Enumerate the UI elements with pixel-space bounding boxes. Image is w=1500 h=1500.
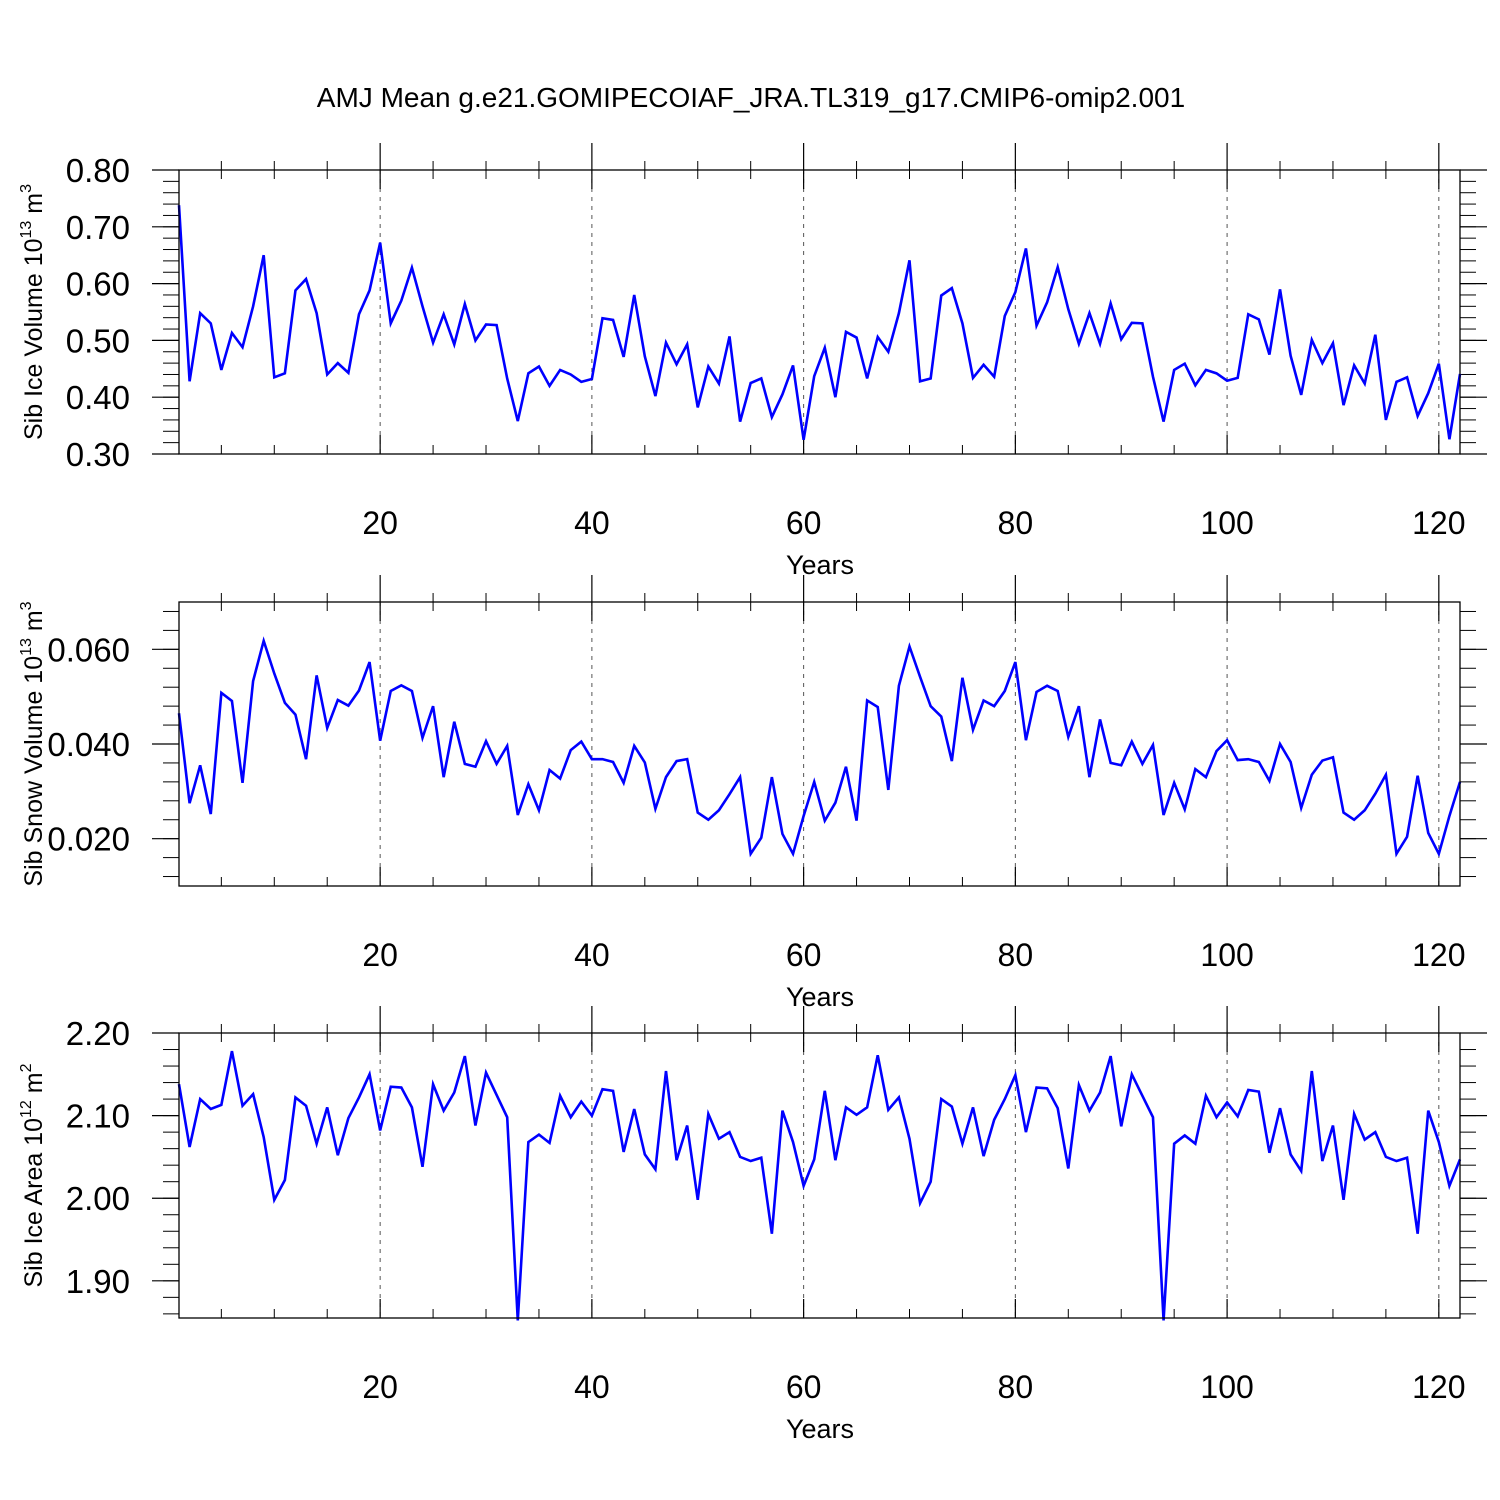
plot-frame	[178, 1032, 1461, 1319]
x-tick-label: 60	[786, 1369, 822, 1405]
y-axis-label: Sib Ice Volume 1013 m3	[18, 184, 48, 440]
y-axis-label-unit-power: 3	[18, 184, 35, 193]
x-tick-label: 20	[362, 937, 398, 973]
y-tick-label: 1.90	[66, 1263, 130, 1300]
y-axis-label-text: Sib Snow Volume 10	[20, 656, 48, 887]
figure-title: AMJ Mean g.e21.GOMIPECOIAF_JRA.TL319_g17…	[317, 82, 1185, 113]
y-axis-label: Sib Ice Area 1012 m2	[18, 1063, 48, 1287]
x-tick-label: 100	[1200, 937, 1253, 973]
x-tick-label: 20	[362, 1369, 398, 1405]
x-tick-label: 100	[1200, 505, 1253, 541]
data-line-sib-ice-volume	[177, 205, 1462, 441]
y-axis-label-unit: m	[20, 1072, 48, 1100]
y-tick-label: 2.00	[66, 1180, 130, 1217]
x-axis-label: Years	[786, 1414, 854, 1444]
x-tick-label: 100	[1200, 1369, 1253, 1405]
y-axis-label-exponent: 13	[18, 638, 35, 656]
y-tick-label: 2.20	[66, 1015, 130, 1052]
plot-frame	[178, 169, 1461, 455]
y-axis-label-text: Sib Ice Area 10	[20, 1118, 48, 1288]
y-axis-label-unit: m	[20, 193, 48, 221]
y-tick-label: 0.30	[66, 436, 130, 473]
plot-frame	[178, 601, 1461, 887]
data-line-sib-snow-volume	[177, 636, 1462, 858]
y-tick-label: 2.10	[66, 1098, 130, 1135]
x-tick-label: 40	[574, 937, 610, 973]
x-tick-label: 60	[786, 505, 822, 541]
chart-panel-3: 20 40 60 80 100 120 1.90 2.00 2.10 2.20 Years Sib I…	[18, 1006, 1487, 1444]
y-tick-label: 0.80	[66, 152, 130, 189]
y-tick-label: 0.40	[66, 379, 130, 416]
y-tick-label: 0.70	[66, 209, 130, 246]
y-tick-label: 0.060	[47, 631, 130, 668]
x-tick-label: 80	[998, 937, 1034, 973]
x-tick-label: 80	[998, 505, 1034, 541]
y-axis-label-unit: m	[20, 610, 48, 638]
y-tick-label: 0.50	[66, 322, 130, 359]
x-axis-label: Years	[786, 982, 854, 1012]
chart-panel-1: 20 40 60 80 100 120 0.30 0.40 0.50 0.60 0.70 0.80 Ye…	[18, 143, 1487, 580]
x-tick-label: 60	[786, 937, 822, 973]
y-axis-label-exponent: 13	[18, 221, 35, 239]
y-tick-label: 0.040	[47, 726, 130, 763]
data-line-sib-ice-area	[177, 1050, 1462, 1321]
x-axis-label: Years	[786, 550, 854, 580]
y-axis-label-text: Sib Ice Volume 10	[20, 238, 48, 440]
y-axis-label-unit-power: 3	[18, 601, 35, 610]
x-tick-label: 40	[574, 505, 610, 541]
y-axis-label: Sib Snow Volume 1013 m3	[18, 601, 48, 886]
x-tick-label: 120	[1412, 1369, 1465, 1405]
x-tick-label: 120	[1412, 505, 1465, 541]
x-tick-label: 20	[362, 505, 398, 541]
x-tick-label: 80	[998, 1369, 1034, 1405]
y-axis-label-unit-power: 2	[18, 1063, 35, 1072]
x-tick-label: 120	[1412, 937, 1465, 973]
y-tick-label: 0.60	[66, 266, 130, 303]
x-tick-label: 40	[574, 1369, 610, 1405]
chart-panels: 20 40 60 80 100 120 0.30 0.40 0.50 0.60 0.70 0.80 Ye…	[18, 143, 1487, 1444]
chart-panel-2: 20 40 60 80 100 120 0.020 0.040 0.060 Years Sib Sn…	[18, 575, 1487, 1012]
y-tick-label: 0.020	[47, 821, 130, 858]
y-axis-label-exponent: 12	[18, 1100, 35, 1118]
